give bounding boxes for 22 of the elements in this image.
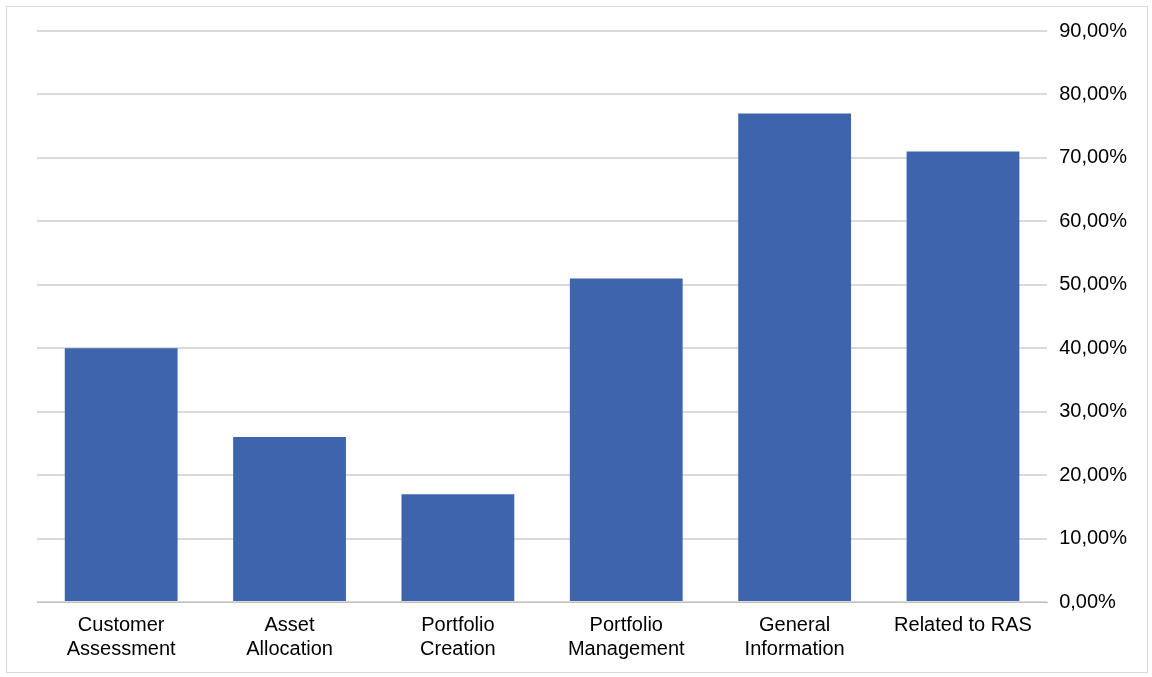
x-tick-label: General Information bbox=[744, 612, 845, 659]
x-tick-label: Related to RAS bbox=[894, 612, 1032, 635]
y-tick-label: 0,00% bbox=[1059, 589, 1117, 612]
y-tick-label: 30,00% bbox=[1059, 399, 1128, 422]
y-tick-label: 90,00% bbox=[1059, 18, 1128, 41]
x-tick-label: Customer Assessment bbox=[66, 612, 177, 659]
x-tick-label: Portfolio Creation bbox=[420, 612, 496, 659]
y-tick-label: 20,00% bbox=[1059, 462, 1128, 485]
bar bbox=[738, 113, 852, 601]
bar bbox=[569, 278, 683, 601]
x-tick-label: Portfolio Management bbox=[567, 612, 686, 659]
x-tick-label: Asset Allocation bbox=[246, 612, 333, 659]
bar bbox=[401, 494, 515, 601]
bar bbox=[64, 348, 178, 601]
y-tick-label: 80,00% bbox=[1059, 81, 1128, 104]
y-tick-label: 60,00% bbox=[1059, 208, 1128, 231]
bar bbox=[233, 437, 346, 601]
y-tick-label: 50,00% bbox=[1059, 272, 1128, 295]
bar bbox=[906, 151, 1020, 601]
y-tick-label: 70,00% bbox=[1059, 145, 1128, 168]
y-tick-label: 10,00% bbox=[1059, 526, 1128, 549]
y-tick-label: 40,00% bbox=[1059, 335, 1128, 358]
